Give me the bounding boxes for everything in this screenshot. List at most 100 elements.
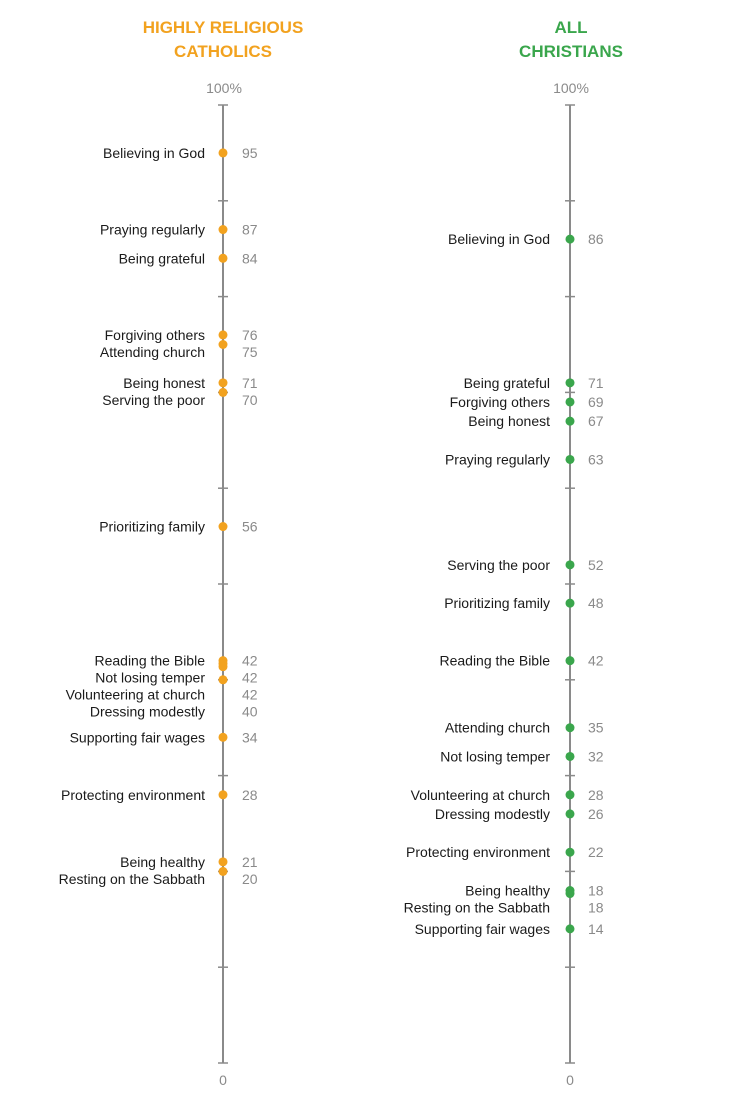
dot-supporting-fair-wages [565,924,575,934]
item-label-not-losing-temper: Not losing temper [95,670,205,686]
value-label-not-losing-temper: 32 [588,748,604,764]
item-label-resting-on-the-sabbath: Resting on the Sabbath [59,871,205,887]
dot-forgiving-others [565,397,575,407]
item-label-not-losing-temper: Not losing temper [440,748,550,764]
item-label-believing-in-god: Believing in God [448,231,550,247]
item-label-being-grateful: Being grateful [119,250,205,266]
value-label-forgiving-others: 69 [588,394,604,410]
value-label-protecting-environment: 28 [242,787,258,803]
dot-being-grateful [218,253,228,263]
value-label-volunteering-at-church: 42 [242,687,258,703]
value-label-not-losing-temper: 42 [242,670,258,686]
dot-prioritizing-family [218,522,228,532]
value-label-attending-church: 75 [242,344,258,360]
item-label-supporting-fair-wages: Supporting fair wages [415,921,550,937]
dot-being-honest [565,416,575,426]
dot-praying-regularly [218,225,228,235]
value-label-reading-the-bible: 42 [588,653,604,669]
item-label-forgiving-others: Forgiving others [105,327,205,343]
value-label-being-honest: 67 [588,413,604,429]
dot-supporting-fair-wages [218,732,228,742]
item-label-protecting-environment: Protecting environment [61,787,205,803]
item-label-reading-the-bible: Reading the Bible [439,653,550,669]
dot-being-honest [218,378,228,388]
item-label-dressing-modestly: Dressing modestly [435,806,550,822]
value-label-supporting-fair-wages: 34 [242,729,258,745]
value-label-praying-regularly: 63 [588,451,604,467]
item-label-supporting-fair-wages: Supporting fair wages [70,729,205,745]
dot-not-losing-temper [565,751,575,761]
item-label-protecting-environment: Protecting environment [406,844,550,860]
dot-believing-in-god [218,148,228,158]
dot-attending-church [218,340,228,349]
item-label-reading-the-bible: Reading the Bible [94,653,205,669]
item-label-being-grateful: Being grateful [464,375,550,391]
dot-attending-church [565,723,575,733]
value-label-serving-the-poor: 52 [588,557,604,573]
axis-bottom-label: 0 [566,1072,574,1088]
panel-title-line: ALL [554,18,587,37]
item-label-attending-church: Attending church [100,344,205,360]
value-label-dressing-modestly: 40 [242,704,258,720]
value-label-supporting-fair-wages: 14 [588,921,604,937]
axis-top-label: 100% [553,80,589,96]
dot-serving-the-poor [218,387,228,397]
dot-dressing-modestly [218,675,228,685]
value-label-being-honest: 71 [242,375,258,391]
item-label-forgiving-others: Forgiving others [450,394,550,410]
item-label-being-honest: Being honest [468,413,550,429]
dot-praying-regularly [565,454,575,464]
dot-volunteering-at-church [565,790,575,800]
dot-resting-on-the-sabbath [565,889,575,899]
item-label-serving-the-poor: Serving the poor [447,557,550,573]
value-label-reading-the-bible: 42 [242,653,258,669]
value-label-prioritizing-family: 48 [588,595,604,611]
item-label-resting-on-the-sabbath: Resting on the Sabbath [404,900,550,916]
item-label-volunteering-at-church: Volunteering at church [66,687,205,703]
value-label-volunteering-at-church: 28 [588,787,604,803]
value-label-being-grateful: 71 [588,375,604,391]
item-label-attending-church: Attending church [445,720,550,736]
item-label-volunteering-at-church: Volunteering at church [411,787,550,803]
item-label-praying-regularly: Praying regularly [445,451,550,467]
panel-christians: ALL CHRISTIANS 100% 0 Believing in God 86 Bein… [404,18,623,1088]
value-label-forgiving-others: 76 [242,327,258,343]
value-label-believing-in-god: 86 [588,231,604,247]
item-label-prioritizing-family: Prioritizing family [99,519,205,535]
value-label-being-healthy: 21 [242,854,258,870]
axis-bottom-label: 0 [219,1072,227,1088]
dot-protecting-environment [218,790,228,800]
item-label-being-healthy: Being healthy [465,883,550,899]
item-label-prioritizing-family: Prioritizing family [444,595,550,611]
item-label-being-honest: Being honest [123,375,205,391]
item-label-praying-regularly: Praying regularly [100,222,205,238]
axis-top-label: 100% [206,80,242,96]
value-label-protecting-environment: 22 [588,844,604,860]
value-label-being-healthy: 18 [588,883,604,899]
dot-dressing-modestly [565,809,575,819]
dot-being-healthy [218,857,228,867]
panel-catholics: HIGHLY RELIGIOUS CATHOLICS 100% 0 Believing … [59,18,304,1088]
item-label-serving-the-poor: Serving the poor [102,392,205,408]
value-label-prioritizing-family: 56 [242,519,258,535]
dot-being-grateful [565,378,575,388]
dot-protecting-environment [565,847,575,857]
dot-believing-in-god [565,234,575,244]
dot-reading-the-bible [565,656,575,666]
value-label-believing-in-god: 95 [242,145,258,161]
dot-forgiving-others [218,330,228,340]
value-label-dressing-modestly: 26 [588,806,604,822]
value-label-resting-on-the-sabbath: 20 [242,871,258,887]
panel-title-line: CHRISTIANS [519,42,623,61]
panel-title-line: CATHOLICS [174,42,272,61]
value-label-attending-church: 35 [588,720,604,736]
value-label-being-grateful: 84 [242,250,258,266]
panel-title-line: HIGHLY RELIGIOUS [143,18,304,37]
item-label-dressing-modestly: Dressing modestly [90,704,205,720]
dot-resting-on-the-sabbath [218,866,228,876]
value-label-serving-the-poor: 70 [242,392,258,408]
dot-volunteering-at-church [218,662,228,672]
value-label-praying-regularly: 87 [242,222,258,238]
item-label-being-healthy: Being healthy [120,854,205,870]
